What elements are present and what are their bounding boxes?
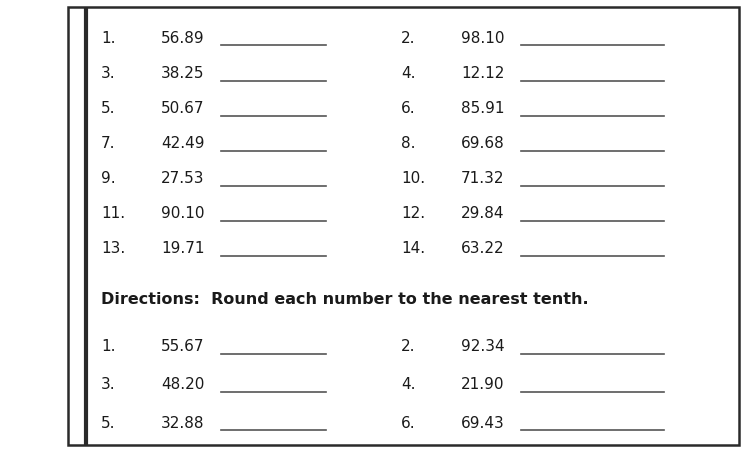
Text: 50.67: 50.67 (161, 101, 205, 116)
Text: 6.: 6. (401, 101, 416, 116)
Text: 85.91: 85.91 (461, 101, 505, 116)
Text: 1.: 1. (101, 31, 115, 46)
Text: 13.: 13. (101, 241, 125, 256)
Text: 55.67: 55.67 (161, 339, 205, 354)
Text: 9.: 9. (101, 171, 115, 186)
Text: 5.: 5. (101, 415, 115, 431)
Text: 29.84: 29.84 (461, 206, 505, 221)
Text: 42.49: 42.49 (161, 136, 205, 151)
Text: 12.: 12. (401, 206, 425, 221)
Text: 10.: 10. (401, 171, 425, 186)
Text: 7.: 7. (101, 136, 115, 151)
Text: 12.12: 12.12 (461, 66, 505, 81)
Text: Directions:  Round each number to the nearest tenth.: Directions: Round each number to the nea… (101, 292, 589, 307)
Text: 98.10: 98.10 (461, 31, 505, 46)
Text: 4.: 4. (401, 66, 416, 81)
Text: 48.20: 48.20 (161, 377, 205, 392)
Text: 56.89: 56.89 (161, 31, 205, 46)
Text: 6.: 6. (401, 415, 416, 431)
Text: 69.68: 69.68 (461, 136, 505, 151)
FancyBboxPatch shape (68, 7, 739, 445)
Text: 92.34: 92.34 (461, 339, 505, 354)
Text: 8.: 8. (401, 136, 416, 151)
Text: 4.: 4. (401, 377, 416, 392)
Text: 19.71: 19.71 (161, 241, 205, 256)
Text: 3.: 3. (101, 377, 115, 392)
Text: 2.: 2. (401, 31, 416, 46)
Text: 2.: 2. (401, 339, 416, 354)
Text: 1.: 1. (101, 339, 115, 354)
Text: 90.10: 90.10 (161, 206, 205, 221)
Text: 71.32: 71.32 (461, 171, 505, 186)
Text: 3.: 3. (101, 66, 115, 81)
Text: 63.22: 63.22 (461, 241, 505, 256)
Text: 38.25: 38.25 (161, 66, 205, 81)
Text: 11.: 11. (101, 206, 125, 221)
Text: 21.90: 21.90 (461, 377, 505, 392)
Text: 69.43: 69.43 (461, 415, 505, 431)
Text: 32.88: 32.88 (161, 415, 205, 431)
Text: 27.53: 27.53 (161, 171, 205, 186)
Text: 14.: 14. (401, 241, 425, 256)
Text: 5.: 5. (101, 101, 115, 116)
